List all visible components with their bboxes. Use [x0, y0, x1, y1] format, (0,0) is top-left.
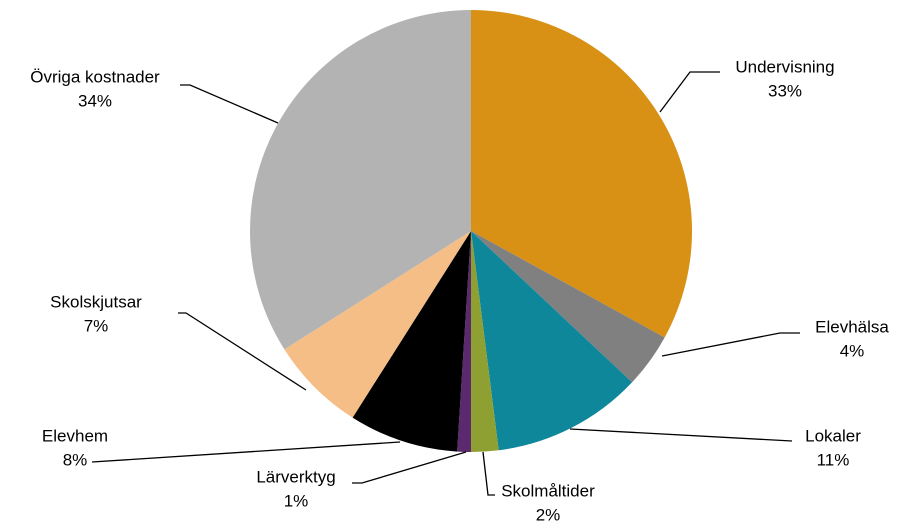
slice-label: Lärverktyg — [256, 467, 335, 486]
leader-line — [659, 71, 720, 113]
slice-label: Skolskjutsar — [50, 292, 142, 311]
slice-value-label: 1% — [284, 491, 309, 510]
slice-label: Lokaler — [805, 426, 861, 445]
leader-line — [569, 428, 793, 442]
slice-value-label: 4% — [840, 341, 865, 360]
slice-label: Övriga kostnader — [30, 67, 160, 86]
slice-value-label: 34% — [78, 91, 112, 110]
slice-label: Undervisning — [735, 57, 834, 76]
slice-value-label: 2% — [536, 505, 561, 524]
slice-label: Elevhem — [42, 426, 108, 445]
slice-value-label: 11% — [817, 450, 850, 469]
pie-slice — [250, 10, 471, 350]
leader-line — [482, 451, 495, 496]
pie-slice — [457, 231, 471, 452]
pie-slice — [471, 231, 499, 452]
leader-line — [91, 441, 401, 463]
leader-line — [180, 84, 279, 124]
pie-slice — [352, 231, 471, 452]
leader-line — [661, 332, 800, 357]
slice-value-label: 8% — [63, 450, 88, 469]
slice-label: Skolmåltider — [501, 481, 595, 500]
pie-slice — [471, 231, 633, 451]
pie-slice — [284, 231, 471, 418]
leader-line — [352, 451, 467, 484]
pie-slice — [471, 10, 692, 338]
pie-slice — [471, 231, 665, 383]
leader-line — [178, 312, 307, 391]
slice-value-label: 7% — [84, 316, 109, 335]
slice-label: Elevhälsa — [815, 317, 889, 336]
slice-value-label: 33% — [768, 81, 802, 100]
